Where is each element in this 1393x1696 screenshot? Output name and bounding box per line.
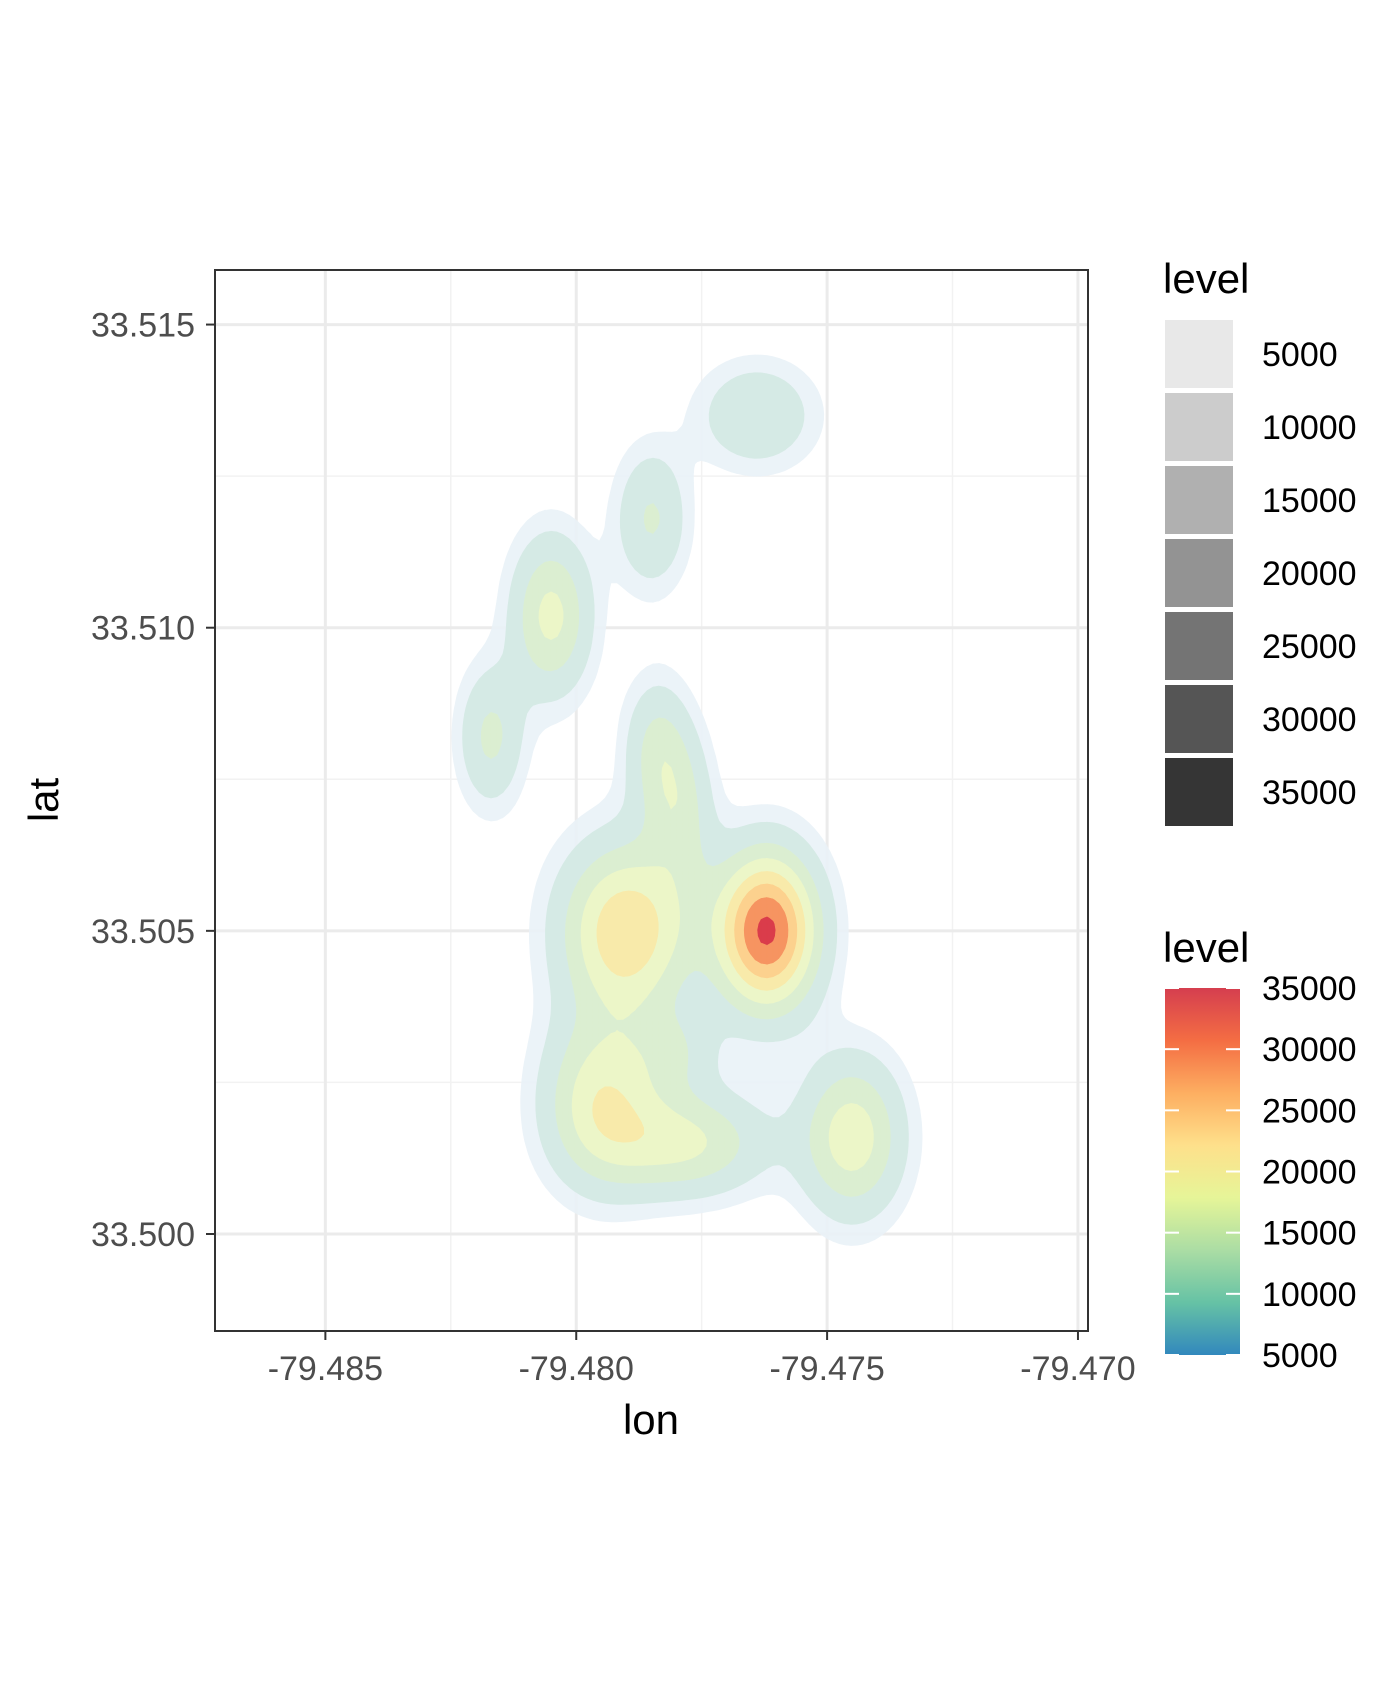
x-tick-label-3: -79.470 [1020,1350,1135,1388]
colorbar-label-4: 15000 [1262,1215,1357,1253]
x-tick-label-2: -79.475 [769,1350,884,1388]
alpha-legend-label-0: 5000 [1262,336,1338,374]
plot-panel-border [214,269,1089,1332]
x-tick-label-1: -79.480 [519,1350,634,1388]
alpha-legend-label-1: 10000 [1262,409,1357,447]
colorbar-label-1: 30000 [1262,1031,1357,1069]
alpha-legend-label-3: 20000 [1262,555,1357,593]
x-axis-title: lon [623,1396,679,1443]
legends: level 5000 10000 15000 20000 25000 30000 35000 l… [1163,255,1357,1375]
y-tick-label-3: 33.515 [91,307,195,345]
alpha-legend-key-3 [1165,539,1233,607]
alpha-legend-key-1 [1165,393,1233,461]
colorbar-label-2: 25000 [1262,1092,1357,1130]
density-contours [451,354,923,1246]
colorbar-label-6: 5000 [1262,1337,1338,1375]
alpha-legend-label-2: 15000 [1262,482,1357,520]
colorbar-label-3: 20000 [1262,1154,1357,1192]
alpha-legend-key-6 [1165,758,1233,826]
y-tick-label-1: 33.505 [91,913,195,951]
alpha-legend-label-6: 35000 [1262,774,1357,812]
density-band-35000 [757,916,776,946]
alpha-legend-key-0 [1165,320,1233,388]
axes: -79.485 -79.480 -79.475 -79.470 33.500 33.505… [91,307,1136,1388]
alpha-legend-title: level [1163,255,1249,302]
colorbar-label-0: 35000 [1262,970,1357,1008]
colorbar-label-5: 10000 [1262,1276,1357,1314]
y-tick-label-2: 33.510 [91,610,195,648]
x-tick-label-0: -79.485 [268,1350,383,1388]
alpha-legend-key-2 [1165,466,1233,534]
colorbar-legend-title: level [1163,924,1249,971]
alpha-legend-key-4 [1165,612,1233,680]
alpha-legend-label-4: 25000 [1262,628,1357,666]
alpha-legend-label-5: 30000 [1262,701,1357,739]
grid-lines [215,270,1088,1331]
y-tick-label-0: 33.500 [91,1216,195,1254]
alpha-legend-key-5 [1165,685,1233,753]
y-axis-title: lat [20,777,67,822]
